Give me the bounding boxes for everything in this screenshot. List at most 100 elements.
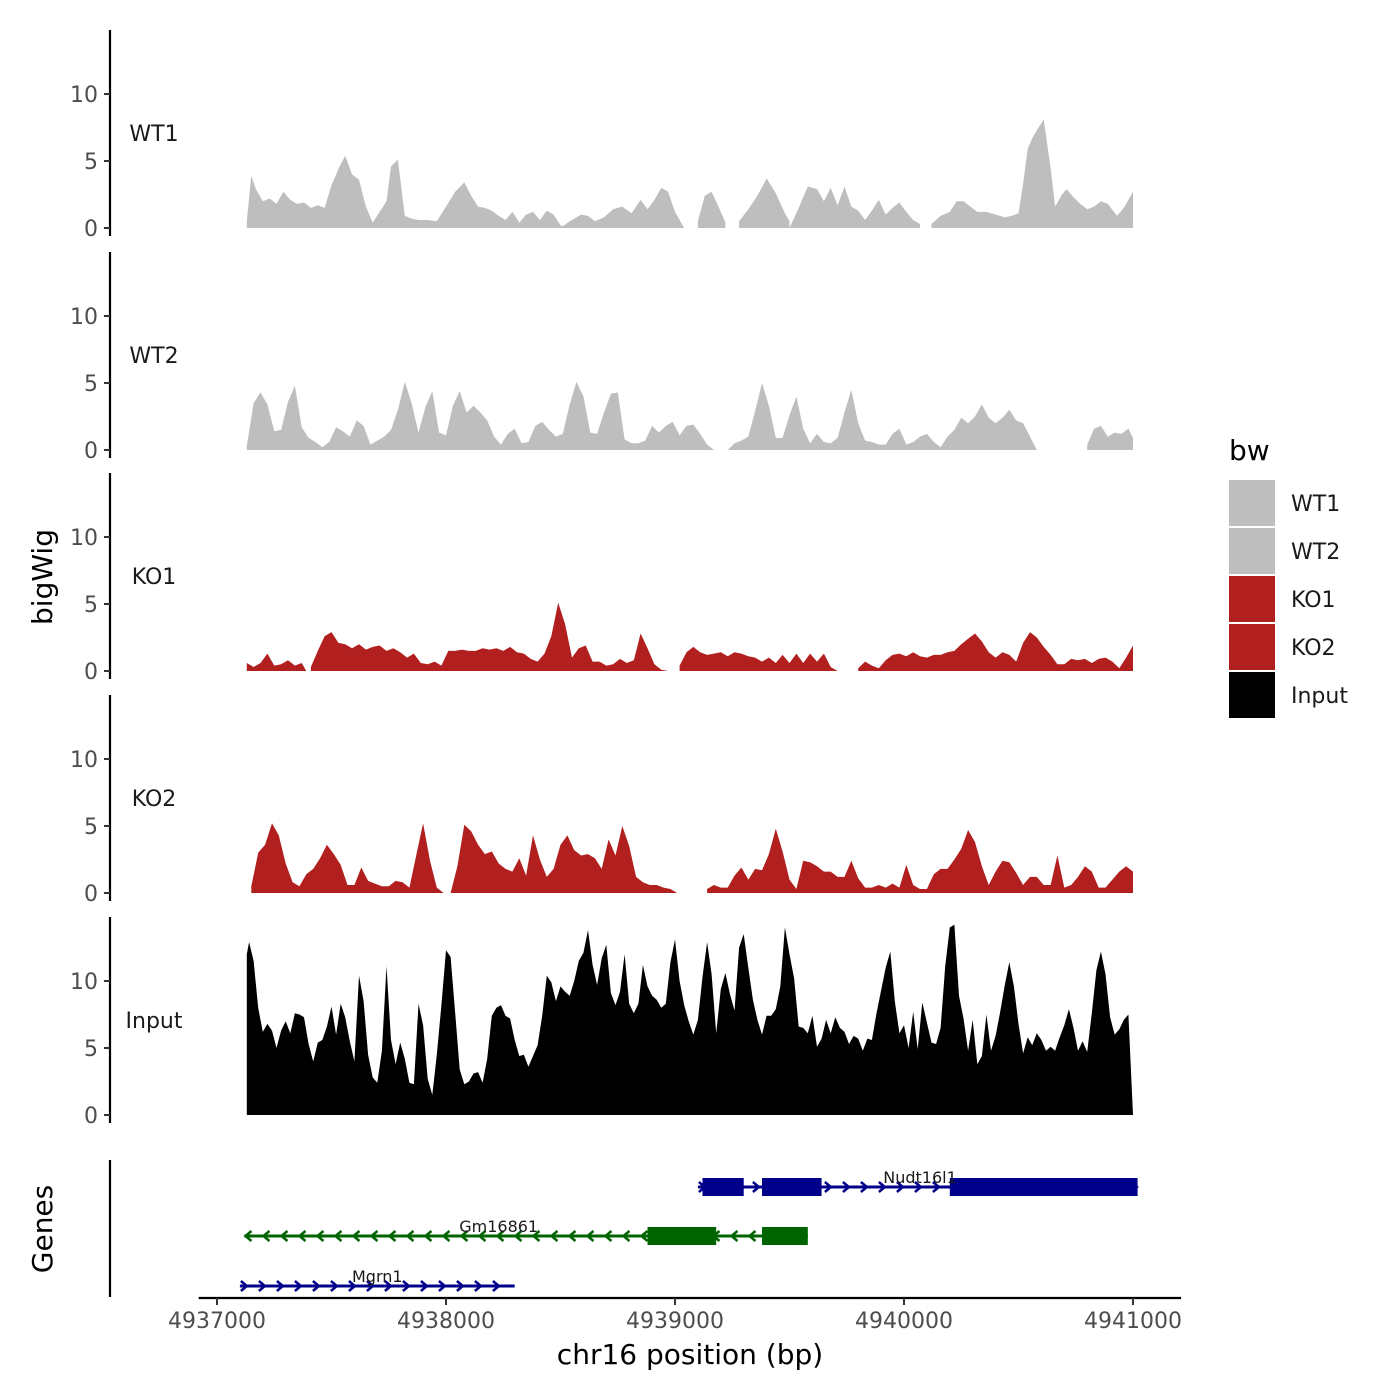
- strand-chevron: [279, 1230, 289, 1242]
- strand-chevron: [878, 1181, 887, 1193]
- strand-chevron: [747, 1230, 757, 1242]
- x-axis-title: chr16 position (bp): [557, 1338, 823, 1371]
- y-tick-label: 10: [70, 526, 98, 551]
- y-tick-label: 0: [84, 217, 98, 242]
- legend-key-wt1: [1229, 480, 1275, 526]
- strand-chevron: [824, 1181, 833, 1193]
- strand-chevron: [531, 1230, 541, 1242]
- track-wt2: 0 5 10 WT2: [70, 252, 1133, 464]
- coverage-area-wt1: [697, 191, 726, 228]
- strand-chevron: [495, 1230, 505, 1242]
- x-tick-label: 4937000: [168, 1309, 266, 1334]
- coverage-area-wt1: [560, 187, 685, 228]
- coverage-area-wt2: [727, 383, 1037, 450]
- coverage-area-ko1: [310, 602, 669, 671]
- strand-chevron: [603, 1230, 613, 1242]
- y-tick-label: 5: [84, 593, 98, 618]
- coverage-area-wt2: [246, 381, 728, 450]
- genes-group: Nudt16l1 Gm16861 Mgrn1: [108, 1160, 1139, 1297]
- strand-chevron: [261, 1230, 271, 1242]
- strand-chevron: [860, 1181, 869, 1193]
- strand-chevron: [369, 1230, 379, 1242]
- track-label: WT1: [129, 122, 178, 147]
- gene-exon: [647, 1227, 717, 1245]
- strand-chevron: [294, 1280, 303, 1292]
- y-tick-label: 5: [84, 150, 98, 175]
- strand-chevron: [420, 1280, 429, 1292]
- y-tick-label: 10: [70, 83, 98, 108]
- gene-exon: [949, 1178, 1138, 1196]
- coverage-area-ko2: [707, 828, 1133, 893]
- y-tick-label: 0: [84, 882, 98, 907]
- track-ko1: 0 5 10 KO1: [70, 473, 1133, 685]
- coverage-area-wt1: [789, 186, 920, 228]
- coverage-area-wt1: [739, 178, 790, 228]
- coverage-area-wt1: [246, 155, 575, 228]
- strand-chevron: [585, 1230, 595, 1242]
- legend-label: WT1: [1291, 492, 1340, 517]
- y-tick-label: 0: [84, 439, 98, 464]
- track-wt1: 0 5 10 WT1: [70, 30, 1133, 242]
- strand-chevron: [333, 1230, 343, 1242]
- legend-key-wt2: [1229, 528, 1275, 574]
- strand-chevron: [351, 1230, 361, 1242]
- legend-label: WT2: [1291, 540, 1340, 565]
- x-axis: 4937000 4938000 4939000 4940000 4941000: [168, 1296, 1182, 1334]
- strand-chevron: [752, 1181, 761, 1193]
- strand-chevron: [896, 1181, 905, 1193]
- legend-label: KO1: [1291, 588, 1336, 613]
- y-tick-label: 10: [70, 970, 98, 995]
- legend: bw WT1 WT2 KO1 KO2 Input: [1229, 434, 1348, 718]
- strand-chevron: [297, 1230, 307, 1242]
- strand-chevron: [914, 1181, 923, 1193]
- gene-exon: [762, 1178, 822, 1196]
- x-tick-label: 4938000: [397, 1309, 495, 1334]
- y-tick-label: 0: [84, 1104, 98, 1129]
- strand-chevron: [513, 1230, 523, 1242]
- gene-gm16861: Gm16861: [243, 1217, 808, 1245]
- track-input: 0 5 10 Input: [70, 917, 1134, 1129]
- tracks-group: 0 5 10 WT1 0 5 10 WT2 0 5 10 KO1 0 5 10 KO2 0 5 10 Input: [70, 30, 1134, 1129]
- genes-axis-title: Genes: [26, 1185, 59, 1273]
- strand-chevron: [621, 1230, 631, 1242]
- x-tick-label: 4940000: [855, 1309, 953, 1334]
- strand-chevron: [639, 1230, 649, 1242]
- legend-label: KO2: [1291, 636, 1336, 661]
- gene-nudt16l1: Nudt16l1: [697, 1168, 1139, 1196]
- legend-label: Input: [1291, 684, 1348, 709]
- strand-chevron: [402, 1280, 411, 1292]
- strand-chevron: [240, 1280, 249, 1292]
- y-tick-label: 10: [70, 748, 98, 773]
- track-label: KO2: [132, 787, 177, 812]
- strand-chevron: [243, 1230, 253, 1242]
- x-tick-label: 4941000: [1084, 1309, 1182, 1334]
- y-tick-label: 0: [84, 660, 98, 685]
- legend-title: bw: [1229, 434, 1270, 467]
- gene-exon: [702, 1178, 744, 1196]
- strand-chevron: [384, 1280, 393, 1292]
- gene-label: Nudt16l1: [883, 1168, 957, 1187]
- strand-chevron: [315, 1230, 325, 1242]
- strand-chevron: [348, 1280, 357, 1292]
- strand-chevron: [423, 1230, 433, 1242]
- coverage-area-input: [246, 924, 1134, 1115]
- x-tick-label: 4939000: [626, 1309, 724, 1334]
- strand-chevron: [366, 1280, 375, 1292]
- gene-exon: [762, 1227, 808, 1245]
- legend-key-ko2: [1229, 624, 1275, 670]
- track-label: WT2: [129, 344, 178, 369]
- strand-chevron: [474, 1280, 483, 1292]
- strand-chevron: [438, 1280, 447, 1292]
- y-tick-label: 5: [84, 372, 98, 397]
- strand-chevron: [258, 1280, 267, 1292]
- track-label: Input: [126, 1009, 183, 1034]
- strand-chevron: [567, 1230, 577, 1242]
- track-label: KO1: [132, 565, 177, 590]
- strand-chevron: [842, 1181, 851, 1193]
- gene-mgrn1: Mgrn1: [239, 1267, 515, 1292]
- strand-chevron: [492, 1280, 501, 1292]
- y-tick-label: 10: [70, 305, 98, 330]
- strand-chevron: [405, 1230, 415, 1242]
- strand-chevron: [312, 1280, 321, 1292]
